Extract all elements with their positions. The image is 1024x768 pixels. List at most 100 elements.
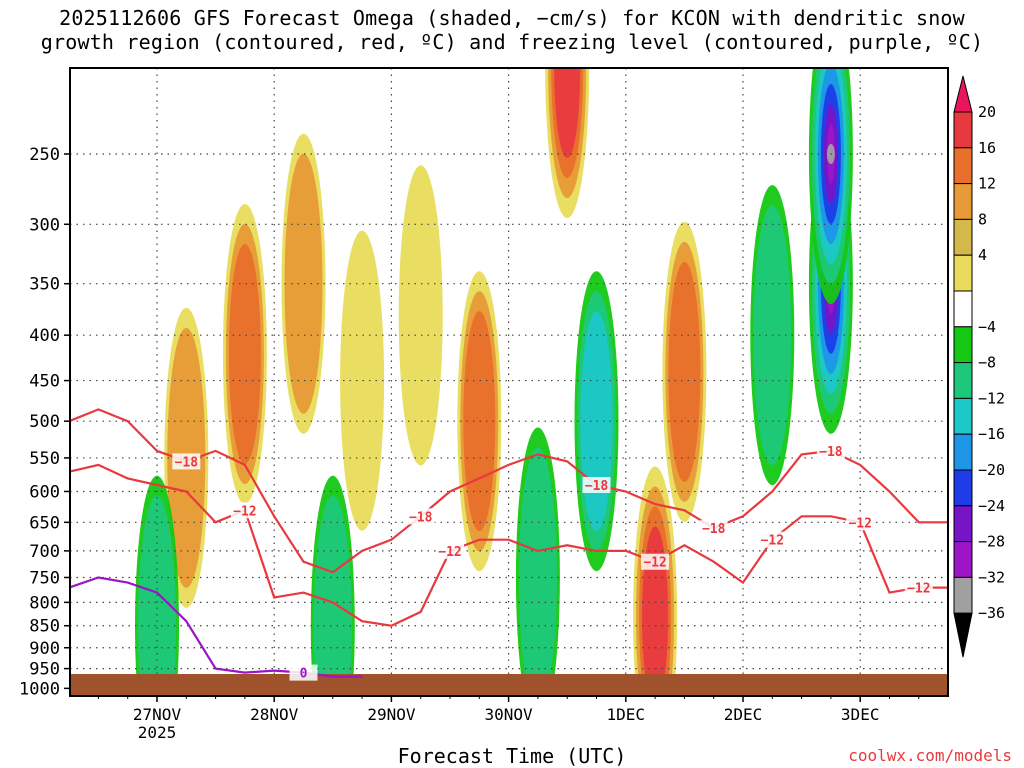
colorbar-segment — [953, 147, 973, 185]
colorbar-label: −16 — [978, 425, 1005, 443]
contour-label-bg — [406, 508, 435, 525]
contour-label: 0 — [300, 667, 308, 682]
colorbar-segment — [953, 362, 973, 399]
x-tick-label: 28NOV — [250, 705, 299, 724]
y-tick-label: 950 — [29, 660, 60, 680]
x-tick-label: 2DEC — [724, 705, 763, 724]
contour-label-bg — [846, 514, 875, 531]
colorbar-segment — [953, 397, 973, 435]
colorbar-segment — [953, 433, 973, 471]
y-tick-label: 400 — [29, 326, 60, 346]
contour-label-bg — [582, 476, 611, 493]
contour-label: −12 — [907, 582, 930, 597]
colorbar-segment — [953, 541, 973, 578]
colorbar-segment — [953, 254, 973, 292]
y-tick-label: 700 — [29, 542, 60, 562]
contour-label-bg — [436, 542, 464, 559]
y-tick-label: 900 — [29, 639, 60, 659]
chart-title-line-2: growth region (contoured, red, ºC) and f… — [40, 30, 984, 54]
y-tick-label: 850 — [29, 617, 60, 637]
colorbar-label: −24 — [978, 497, 1005, 515]
omega-blob — [398, 165, 443, 466]
colorbar-label: −32 — [978, 568, 1005, 586]
omega-colorbar: 20 16 12 8 4 −4 −8 −12 −16 −20 −24 −28 −32 −36 — [953, 75, 1005, 658]
colorbar-segment — [953, 576, 973, 614]
x-tick-label: 3DEC — [841, 705, 880, 724]
contour-label-bg — [172, 453, 201, 470]
x-axis-label: Forecast Time (UTC) — [397, 744, 627, 768]
y-axis: 2503003504004505005506006507007508008509… — [19, 145, 70, 699]
omega-blob — [518, 447, 557, 696]
y-tick-label: 500 — [29, 412, 60, 432]
y-tick-label: 250 — [29, 145, 60, 165]
y-tick-label: 450 — [29, 372, 60, 392]
ground-fill — [70, 674, 948, 696]
x-year-label: 2025 — [138, 723, 177, 742]
contour-label-bg — [904, 579, 933, 596]
omega-blob — [313, 495, 352, 696]
omega-blob — [554, 68, 581, 158]
colorbar-label: 12 — [978, 175, 996, 193]
x-tick-label: 30NOV — [485, 705, 534, 724]
contour-label: −12 — [438, 545, 461, 560]
contour-label: −18 — [585, 479, 609, 494]
contour-line — [68, 463, 949, 627]
omega-blob — [463, 311, 496, 532]
colorbar-label: 8 — [978, 210, 987, 228]
omega-blob — [340, 230, 385, 531]
y-tick-label: 600 — [29, 482, 60, 502]
omega-blob — [668, 261, 701, 482]
chart-title-line-1: 2025112606 GFS Forecast Omega (shaded, −… — [59, 6, 965, 30]
colorbar-label: −20 — [978, 461, 1005, 479]
y-tick-label: 650 — [29, 513, 60, 533]
colorbar-label: 20 — [978, 103, 996, 121]
colorbar-segment — [953, 505, 973, 543]
contour-label-bg — [230, 502, 259, 519]
x-tick-label: 1DEC — [607, 705, 646, 724]
contour-label: −12 — [233, 504, 256, 519]
contour-label-bg — [289, 664, 318, 681]
contour-label-bg — [758, 531, 787, 548]
colorbar-label: −28 — [978, 533, 1005, 551]
contour-label-bg — [641, 553, 670, 570]
contour-label: −18 — [409, 510, 433, 525]
grid-lines — [70, 68, 948, 696]
omega-blob — [284, 153, 323, 414]
contour-label: −12 — [848, 516, 871, 531]
x-tick-label: 27NOV — [133, 705, 182, 724]
colorbar-segment — [953, 183, 973, 220]
y-tick-label: 800 — [29, 593, 60, 613]
contour-label: −18 — [819, 445, 843, 460]
contour-label-bg — [699, 520, 728, 537]
colorbar-label: 16 — [978, 139, 996, 157]
colorbar-segment — [953, 469, 973, 507]
contour-label: −18 — [702, 522, 726, 537]
y-tick-label: 300 — [29, 215, 60, 235]
ground-surface — [70, 674, 948, 696]
contour-label: −12 — [643, 556, 666, 571]
y-tick-label: 750 — [29, 568, 60, 588]
colorbar-label: −8 — [978, 354, 996, 372]
y-tick-label: 550 — [29, 449, 60, 469]
colorbar-segment — [953, 218, 973, 256]
colorbar-label: 4 — [978, 246, 987, 264]
colorbar-top-arrow — [953, 75, 973, 113]
omega-blob — [228, 243, 261, 464]
x-tick-label: 29NOV — [367, 705, 416, 724]
colorbar-segment — [953, 111, 973, 149]
y-tick-label: 350 — [29, 275, 60, 295]
colorbar-segment — [953, 326, 973, 364]
contour-label-bg — [816, 442, 845, 459]
y-tick-label: 1000 — [19, 679, 60, 699]
colorbar-segment — [953, 290, 973, 328]
contour-label: −18 — [175, 455, 199, 470]
colorbar-label: −4 — [978, 318, 996, 336]
colorbar-label: −12 — [978, 389, 1005, 407]
temperature-contours: −18 −12 −18 −12 −18 −12 −18 −12 −12 −18 −12 0 — [68, 408, 949, 682]
omega-shading — [135, 68, 853, 696]
contour-label: −12 — [761, 534, 784, 549]
x-axis: 27NOV 28NOV 29NOV 30NOV 1DEC 2DEC 3DEC 2025 — [97, 696, 920, 742]
credit-link[interactable]: coolwx.com/models — [848, 746, 1012, 765]
contour-line — [68, 408, 949, 574]
